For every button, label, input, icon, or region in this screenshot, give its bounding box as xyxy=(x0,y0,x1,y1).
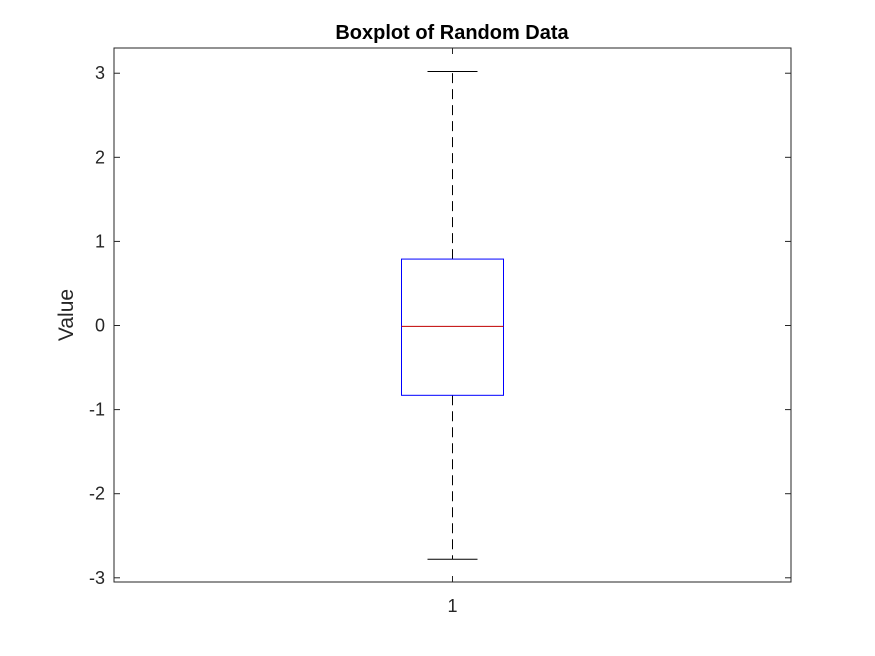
y-tick-label: 3 xyxy=(95,63,105,83)
x-axis-ticks: 1 xyxy=(447,48,458,616)
y-tick-label: -1 xyxy=(89,400,105,420)
y-tick-label: -3 xyxy=(89,568,105,588)
y-axis-ticks: -3 -2 -1 0 1 2 3 xyxy=(89,63,791,588)
y-axis-label: Value xyxy=(55,289,78,341)
x-tick-label: 1 xyxy=(447,596,457,616)
y-tick-label: -2 xyxy=(89,484,105,504)
y-tick-label: 2 xyxy=(95,147,105,167)
box-iqr xyxy=(401,258,504,396)
y-tick-label: 0 xyxy=(95,316,105,336)
y-tick-label: 1 xyxy=(95,231,105,251)
box-series xyxy=(401,71,504,560)
chart-title: Boxplot of Random Data xyxy=(335,22,569,44)
